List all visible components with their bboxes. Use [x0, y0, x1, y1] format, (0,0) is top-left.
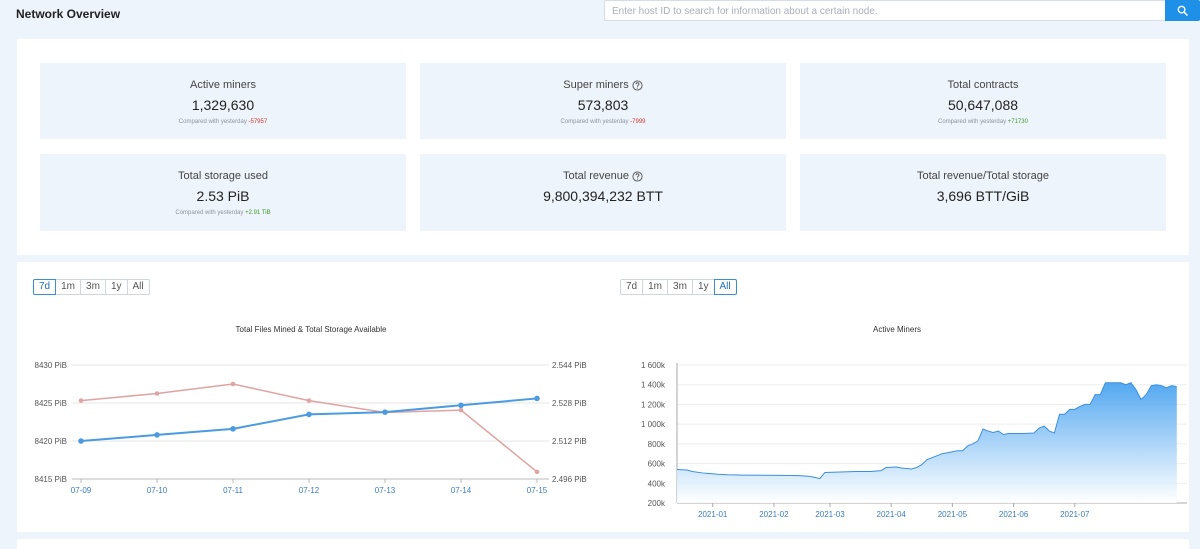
stat-label: Total storage used — [178, 170, 268, 182]
x-tick-label: 2021-02 — [759, 510, 789, 519]
active-miners-area — [677, 382, 1177, 503]
y-right-tick-label: 2.528 PiB — [552, 399, 587, 408]
storage-series-line — [80, 397, 538, 442]
range-7d-button[interactable]: 7d — [620, 279, 644, 295]
y-tick-label: 200k — [648, 499, 666, 508]
y-tick-label: 400k — [648, 479, 666, 488]
storage-point — [306, 411, 312, 418]
right-range-selector: 7d 1m 3m 1y All — [620, 279, 737, 295]
search-field[interactable] — [604, 0, 1166, 21]
y-left-tick-label: 8430 PiB — [35, 361, 67, 370]
storage-point — [78, 438, 84, 444]
compare-label: Compared with yesterday — [560, 119, 629, 125]
y-left-tick-label: 8420 PiB — [35, 437, 67, 446]
stat-label: Active miners — [189, 79, 257, 91]
x-tick-label: 2021-03 — [815, 510, 845, 519]
x-tick-label: 07-14 — [451, 486, 472, 495]
stat-value: 50,647,088 — [947, 97, 1019, 113]
help-icon[interactable] — [632, 79, 643, 91]
x-tick-label: 07-12 — [299, 486, 320, 495]
y-tick-label: 1 000k — [641, 420, 666, 429]
stat-card-total-storage-used: Total storage used 2.53 PiB Compared wit… — [40, 154, 406, 231]
compare-label: Compared with yesterday — [175, 210, 244, 216]
range-all-button[interactable]: All — [126, 279, 150, 295]
delta-value: +71730 — [1007, 119, 1028, 125]
active-miners-chart-title: Active Miners — [872, 325, 921, 334]
y-tick-label: 600k — [648, 460, 666, 469]
delta-value: -7999 — [630, 119, 646, 125]
stat-value: 2.53 PiB — [196, 188, 250, 204]
files-point — [78, 398, 84, 403]
files-series-line — [80, 383, 538, 473]
active-miners-chart: 1 600k 1 400k 1 200k 1 000k 800k 600k 400k 200k… — [641, 361, 1187, 519]
storage-point — [230, 426, 236, 432]
files-point — [154, 391, 160, 396]
stat-label: Total revenue — [562, 170, 630, 182]
delta-value: +2.91 TiB — [245, 210, 271, 216]
storage-point — [534, 395, 540, 402]
stat-value: 573,803 — [577, 97, 629, 113]
stat-label: Total revenue/Total storage — [916, 170, 1050, 182]
left-range-selector: 7d 1m 3m 1y All — [33, 279, 150, 295]
search-button[interactable] — [1165, 0, 1200, 21]
range-1m-button[interactable]: 1m — [55, 279, 82, 295]
range-1y-button[interactable]: 1y — [691, 279, 715, 295]
x-tick-label: 2021-05 — [938, 510, 968, 519]
y-left-tick-label: 8425 PiB — [35, 399, 67, 408]
x-tick-label: 07-09 — [71, 486, 92, 495]
files-point — [306, 398, 312, 403]
files-point — [458, 407, 464, 413]
stat-card-total-contracts: Total contracts 50,647,088 Compared with… — [800, 63, 1166, 139]
stat-card-total-revenue: Total revenue 9,800,394,232 BTT — [420, 154, 786, 231]
stats-panel: Active miners 1,329,630 Compared with ye… — [17, 39, 1189, 255]
range-1y-button[interactable]: 1y — [104, 279, 128, 295]
next-panel — [17, 539, 1189, 549]
y-left-tick-label: 8415 PiB — [35, 475, 67, 484]
storage-point — [458, 402, 464, 409]
delta-value: -57957 — [248, 119, 268, 125]
stat-value: 3,696 BTT/GiB — [936, 188, 1030, 204]
stat-label: Total contracts — [947, 79, 1019, 91]
compare-label: Compared with yesterday — [178, 119, 247, 125]
search-icon — [1177, 5, 1188, 16]
charts-panel: 7d 1m 3m 1y All 7d 1m 3m 1y All Total Fi… — [17, 262, 1189, 532]
range-all-button[interactable]: All — [713, 279, 737, 295]
range-3m-button[interactable]: 3m — [80, 279, 106, 295]
x-tick-label: 2021-01 — [698, 510, 728, 519]
stat-card-super-miners: Super miners 573,803 Compared with yeste… — [420, 63, 786, 139]
stat-card-active-miners: Active miners 1,329,630 Compared with ye… — [40, 63, 406, 139]
y-tick-label: 1 400k — [641, 381, 666, 390]
range-1m-button[interactable]: 1m — [642, 279, 669, 295]
y-tick-label: 1 200k — [641, 400, 666, 409]
x-tick-label: 07-15 — [527, 486, 548, 495]
storage-point — [154, 432, 160, 438]
y-right-tick-label: 2.496 PiB — [552, 475, 587, 484]
x-tick-label: 2021-06 — [999, 510, 1029, 519]
help-icon[interactable] — [632, 170, 643, 182]
y-right-tick-label: 2.512 PiB — [552, 437, 587, 446]
files-point — [230, 381, 236, 387]
x-tick-label: 2021-07 — [1060, 510, 1090, 519]
stat-value: 1,329,630 — [191, 97, 255, 113]
search-input[interactable] — [605, 2, 1165, 21]
files-point — [534, 469, 540, 475]
range-3m-button[interactable]: 3m — [667, 279, 693, 295]
files-storage-chart: 8430 PiB 8425 PiB 8420 PiB 8415 PiB 2.544 Pi… — [35, 361, 587, 495]
x-tick-label: 2021-04 — [877, 510, 907, 519]
y-right-tick-label: 2.544 PiB — [552, 361, 587, 370]
stat-card-revenue-per-storage: Total revenue/Total storage 3,696 BTT/Gi… — [800, 154, 1166, 231]
stat-label: Super miners — [563, 79, 629, 91]
storage-point — [382, 409, 388, 415]
x-tick-label: 07-13 — [375, 486, 396, 495]
x-tick-label: 07-11 — [223, 486, 243, 495]
page-title: Network Overview — [16, 7, 121, 21]
files-storage-chart-title: Total Files Mined & Total Storage Availa… — [235, 325, 387, 334]
x-tick-label: 07-10 — [147, 486, 168, 495]
range-7d-button[interactable]: 7d — [33, 279, 57, 295]
active-miners-line — [676, 382, 1177, 480]
y-tick-label: 1 600k — [641, 361, 666, 370]
compare-label: Compared with yesterday — [938, 119, 1007, 125]
y-tick-label: 800k — [648, 440, 666, 449]
stat-value: 9,800,394,232 BTT — [543, 188, 663, 204]
